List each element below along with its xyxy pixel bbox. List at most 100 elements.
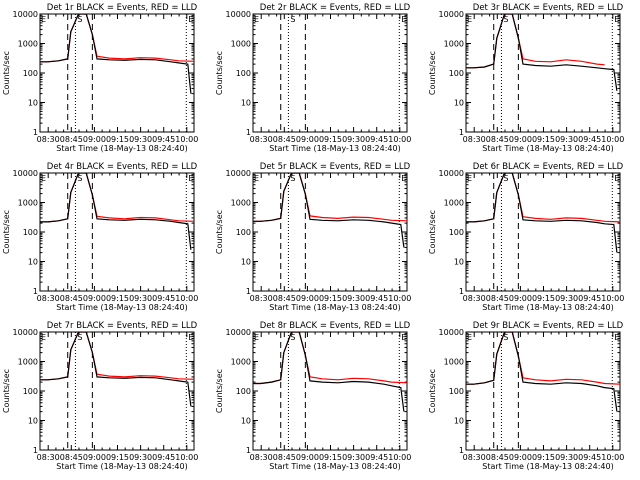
plot-frame — [465, 13, 621, 133]
plot-frame — [465, 172, 621, 292]
x-tick-label: 09:15 — [319, 135, 342, 144]
plot-frame — [252, 172, 408, 292]
marker-label: S — [77, 333, 82, 342]
y-tick-label: 10 — [28, 99, 38, 108]
x-tick-label: 10:00 — [175, 135, 198, 144]
y-tick-label: 1 — [246, 128, 251, 137]
y-tick-label: 10000 — [13, 169, 38, 178]
x-tick-label: 09:00 — [83, 453, 106, 462]
marker-label: E — [401, 333, 406, 342]
x-tick-label: 09:45 — [152, 135, 175, 144]
x-tick-label: 10:00 — [388, 453, 411, 462]
x-tick-label: 09:15 — [106, 453, 129, 462]
y-tick-label: 1 — [33, 446, 38, 455]
x-tick-label: 09:45 — [578, 135, 601, 144]
chart-title: Det 2r BLACK = Events, RED = LLD — [260, 3, 411, 13]
x-tick-label: 09:45 — [152, 453, 175, 462]
y-tick-label: 10 — [241, 258, 251, 267]
y-tick-label: 1000 — [18, 199, 38, 208]
x-tick-label: 09:45 — [578, 453, 601, 462]
y-axis-label: Counts/sec — [215, 369, 224, 413]
plot-frame — [39, 331, 195, 451]
chart-title: Det 5r BLACK = Events, RED = LLD — [260, 162, 411, 172]
y-tick-label: 10 — [454, 99, 464, 108]
series-line-events — [466, 14, 618, 91]
plot-frame — [39, 13, 195, 133]
marker-label: E — [188, 174, 193, 183]
plot-frame — [39, 172, 195, 292]
x-tick-label: 09:30 — [342, 294, 365, 303]
y-axis-label: Counts/sec — [428, 51, 437, 95]
y-tick-label: 100 — [236, 69, 251, 78]
x-tick-label: 09:15 — [106, 135, 129, 144]
y-tick-label: 10 — [454, 417, 464, 426]
y-tick-label: 100 — [23, 387, 38, 396]
x-tick-label: 09:45 — [152, 294, 175, 303]
panel-det-3: Det 3r BLACK = Events, RED = LLD 1 10 100 10… — [428, 3, 624, 153]
series-line-events — [40, 332, 192, 407]
corner-e-label: E — [254, 333, 259, 342]
x-tick-label: 08:30 — [37, 135, 60, 144]
y-tick-label: 10000 — [13, 328, 38, 337]
y-tick-label: 1000 — [231, 40, 251, 49]
y-tick-label: 10000 — [439, 169, 464, 178]
panel-det-5: Det 5r BLACK = Events, RED = LLD 1 10 100 10… — [215, 162, 411, 312]
x-tick-label: 09:00 — [509, 453, 532, 462]
y-axis-label: Counts/sec — [215, 210, 224, 254]
chart-title: Det 4r BLACK = Events, RED = LLD — [47, 162, 198, 172]
corner-e-label: E — [467, 174, 472, 183]
x-tick-label: 09:45 — [365, 294, 388, 303]
series-line-events — [466, 173, 618, 253]
y-tick-label: 10000 — [226, 328, 251, 337]
chart-title: Det 9r BLACK = Events, RED = LLD — [473, 321, 624, 331]
chart-title: Det 1r BLACK = Events, RED = LLD — [47, 3, 198, 13]
marker-label: S — [503, 174, 508, 183]
x-tick-label: 08:30 — [250, 294, 273, 303]
series-line-events — [253, 332, 405, 412]
marker-label: S — [503, 333, 508, 342]
x-tick-label: 09:30 — [555, 294, 578, 303]
corner-e-label: E — [41, 333, 46, 342]
x-tick-label: 08:30 — [463, 453, 486, 462]
series-line-events — [40, 14, 192, 94]
y-tick-label: 10 — [454, 258, 464, 267]
y-axis-label: Counts/sec — [2, 369, 11, 413]
chart-title: Det 6r BLACK = Events, RED = LLD — [473, 162, 624, 172]
y-tick-label: 100 — [449, 69, 464, 78]
x-tick-label: 09:00 — [296, 453, 319, 462]
x-tick-label: 08:45 — [60, 294, 83, 303]
x-axis-label: Start Time (18-May-13 08:24:40) — [56, 462, 187, 471]
x-axis-label: Start Time (18-May-13 08:24:40) — [269, 462, 400, 471]
x-tick-label: 08:30 — [37, 453, 60, 462]
x-tick-label: 09:00 — [83, 294, 106, 303]
y-tick-label: 10 — [241, 417, 251, 426]
marker-label: E — [614, 333, 619, 342]
y-tick-label: 1 — [33, 287, 38, 296]
x-tick-label: 09:15 — [319, 453, 342, 462]
y-tick-label: 100 — [449, 228, 464, 237]
x-tick-label: 08:30 — [463, 135, 486, 144]
y-tick-label: 1000 — [18, 358, 38, 367]
y-tick-label: 10000 — [439, 328, 464, 337]
x-tick-label: 08:45 — [60, 135, 83, 144]
marker-label: S — [290, 174, 295, 183]
y-tick-label: 10 — [28, 417, 38, 426]
x-tick-label: 08:45 — [486, 453, 509, 462]
x-tick-label: 09:30 — [342, 453, 365, 462]
chart-title: Det 8r BLACK = Events, RED = LLD — [260, 321, 411, 331]
y-tick-label: 1 — [459, 128, 464, 137]
y-tick-label: 1000 — [231, 358, 251, 367]
x-tick-label: 10:00 — [175, 294, 198, 303]
x-axis-label: Start Time (18-May-13 08:24:40) — [269, 303, 400, 312]
x-tick-label: 09:30 — [129, 135, 152, 144]
y-tick-label: 1 — [246, 446, 251, 455]
chart-title: Det 3r BLACK = Events, RED = LLD — [473, 3, 624, 13]
corner-e-label: E — [467, 15, 472, 24]
x-axis-label: Start Time (18-May-13 08:24:40) — [269, 144, 400, 153]
panel-det-4: Det 4r BLACK = Events, RED = LLD 1 10 100 10… — [2, 162, 198, 312]
marker-label: E — [188, 333, 193, 342]
x-tick-label: 09:45 — [578, 294, 601, 303]
y-tick-label: 10000 — [13, 10, 38, 19]
x-tick-label: 09:30 — [129, 453, 152, 462]
x-tick-label: 08:30 — [37, 294, 60, 303]
